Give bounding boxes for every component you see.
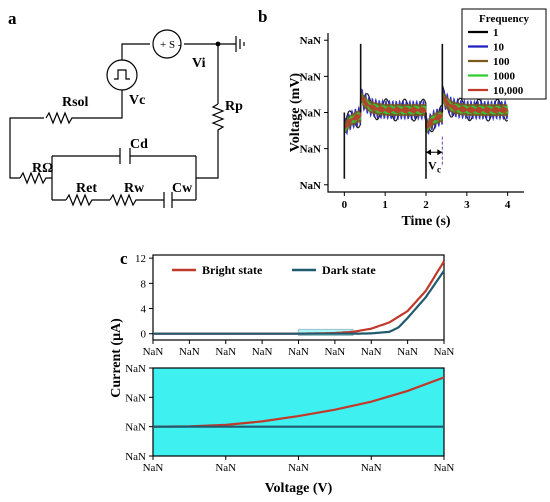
chart-c-ylabel: Current (μA) bbox=[109, 318, 124, 398]
vc-source-symbol bbox=[114, 69, 130, 80]
circuit-diagram bbox=[9, 29, 245, 208]
chart-b-ytick-label: NaN bbox=[300, 71, 321, 83]
chart-c-top-xtick-label: NaN bbox=[434, 346, 455, 358]
rsol-resistor-icon bbox=[45, 111, 76, 125]
circuit-label-romega: RΩ bbox=[32, 161, 53, 176]
chart-c-top-xtick-label: NaN bbox=[324, 346, 345, 358]
cw-capacitor-icon bbox=[163, 192, 173, 208]
circuit-wire-branches bbox=[51, 136, 219, 201]
chart-b-axes bbox=[327, 33, 524, 193]
romega-resistor-icon bbox=[19, 171, 52, 185]
chart-c-top-series-1 bbox=[153, 270, 445, 335]
chart-b: NaN NaN NaN NaN NaN 0 1 2 3 4 Time (s) Voltage (mV)… bbox=[288, 8, 547, 229]
chart-b-ytick-label: NaN bbox=[300, 180, 321, 192]
circuit-label-cw: Cw bbox=[172, 181, 193, 196]
chart-b-xtick-label: 3 bbox=[464, 199, 470, 211]
chart-c-top: 0 4 8 12 NaN NaN NaN NaN NaN NaN NaN NaN NaN Bright s… bbox=[135, 253, 454, 358]
chart-b-legend-label: 1 bbox=[493, 27, 499, 39]
chart-b-legend-label: 100 bbox=[493, 56, 510, 68]
chart-c-bottom-ytick-label: NaN bbox=[125, 422, 146, 434]
chart-c-bottom-ytick-label: NaN bbox=[125, 363, 146, 375]
chart-c-top-ytick-label: 0 bbox=[141, 329, 147, 341]
panel-label-b: b bbox=[258, 7, 267, 26]
chart-b-legend-label: 10,000 bbox=[493, 85, 524, 97]
chart-b-xtick-label: 2 bbox=[423, 199, 429, 211]
panel-label-c: c bbox=[120, 249, 128, 268]
circuit-label-rp: Rp bbox=[225, 99, 243, 114]
chart-c-bottom-xtick-label: NaN bbox=[215, 462, 236, 474]
chart-c-bottom-xtick-label: NaN bbox=[434, 462, 455, 474]
chart-c-bottom-xtick-label: NaN bbox=[361, 462, 382, 474]
circuit-label-ret: Ret bbox=[76, 181, 97, 196]
chart-b-vc-arrowheads bbox=[426, 149, 443, 156]
chart-b-legend-title: Frequency bbox=[479, 13, 529, 25]
circuit-label-rsol: Rsol bbox=[62, 95, 89, 110]
circuit-label-cd: Cd bbox=[130, 137, 148, 152]
circuit-label-vi: Vi bbox=[192, 56, 206, 71]
circuit-node-dot bbox=[215, 41, 221, 47]
chart-b-xtick-label: 4 bbox=[505, 199, 511, 211]
circuit-label-vc: Vc bbox=[129, 93, 145, 108]
chart-c-bottom-frame bbox=[152, 367, 445, 457]
chart-c-top-frame bbox=[152, 254, 445, 341]
chart-b-legend-box bbox=[461, 8, 547, 100]
chart-c-top-xtick-label: NaN bbox=[397, 346, 418, 358]
chart-c-top-xtick-label: NaN bbox=[288, 346, 309, 358]
chart-b-vc-annotation-sub: c bbox=[437, 164, 441, 174]
chart-c-top-series-0 bbox=[153, 260, 445, 335]
chart-b-ytick-label: NaN bbox=[300, 144, 321, 156]
chart-b-ytick-label: NaN bbox=[300, 108, 321, 120]
chart-c-xlabel: Voltage (V) bbox=[265, 481, 333, 496]
chart-b-xtick-label: 1 bbox=[382, 199, 388, 211]
chart-b-xlabel: Time (s) bbox=[401, 214, 450, 229]
chart-c-bottom-ytick-label: NaN bbox=[125, 392, 146, 404]
chart-c-top-xtick-label: NaN bbox=[215, 346, 236, 358]
chart-c-top-ytick-label: 4 bbox=[141, 304, 147, 316]
chart-c-top-legend-label: Dark state bbox=[322, 263, 376, 277]
chart-b-xtick-label: 0 bbox=[342, 199, 348, 211]
chart-b-legend-label: 10 bbox=[493, 42, 505, 54]
chart-c-top-xtick-label: NaN bbox=[143, 346, 164, 358]
chart-c-top-ytick-label: 8 bbox=[141, 278, 147, 290]
panel-label-a: a bbox=[8, 9, 17, 28]
chart-c-top-ytick-label: 12 bbox=[135, 253, 146, 265]
ground-icon bbox=[235, 36, 245, 52]
chart-b-ylabel: Voltage (mV) bbox=[288, 73, 303, 153]
chart-c-bottom-xtick-label: NaN bbox=[288, 462, 309, 474]
cd-capacitor-icon bbox=[119, 148, 131, 164]
rw-resistor-icon bbox=[109, 193, 140, 207]
circuit-wire-top bbox=[121, 43, 236, 60]
chart-b-ytick-label: NaN bbox=[300, 35, 321, 47]
chart-c-top-legend-label: Bright state bbox=[202, 263, 263, 277]
circuit-label-rw: Rw bbox=[124, 181, 145, 196]
chart-c-top-xtick-label: NaN bbox=[179, 346, 200, 358]
circuit-wire-left bbox=[9, 90, 123, 179]
vc-source-icon bbox=[106, 59, 138, 91]
chart-c-bottom-xtick-label: NaN bbox=[143, 462, 164, 474]
chart-c-bottom-ytick-label: NaN bbox=[125, 451, 146, 463]
chart-c-top-xtick-label: NaN bbox=[361, 346, 382, 358]
ret-resistor-icon bbox=[65, 193, 96, 207]
chart-b-legend-label: 1000 bbox=[493, 71, 516, 83]
rp-resistor-icon bbox=[211, 103, 225, 136]
chart-c-top-xtick-label: NaN bbox=[252, 346, 273, 358]
vi-source-icon bbox=[152, 29, 182, 59]
chart-b-vc-annotation: V bbox=[428, 158, 437, 172]
vi-source-symbol: + S - bbox=[160, 39, 182, 51]
